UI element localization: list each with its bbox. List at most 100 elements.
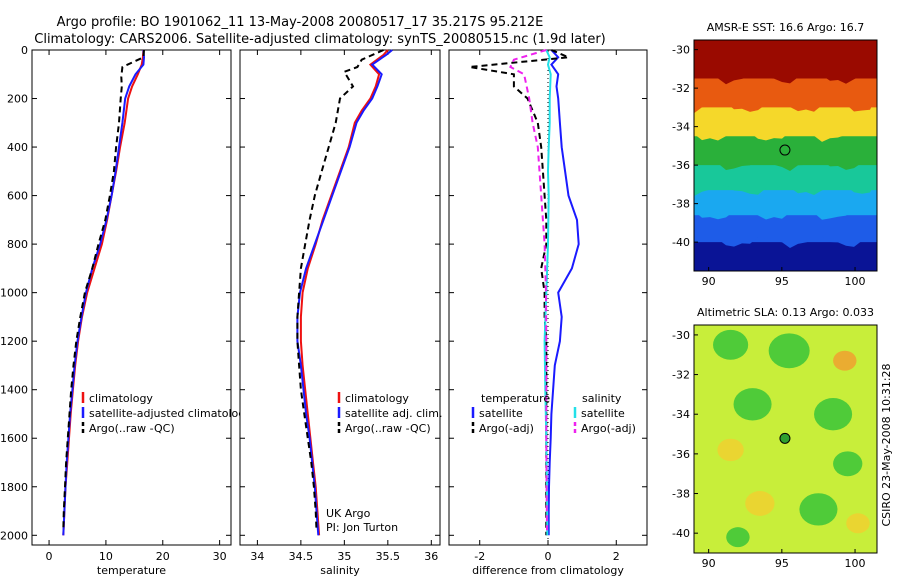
sla-patch <box>768 333 810 369</box>
figure-title-line2: Climatology: CARS2006. Satellite-adjuste… <box>34 32 606 47</box>
legend-entry-temp-satellite: satellite <box>479 407 523 420</box>
y-tick-label: 0 <box>21 44 28 57</box>
x-axis-label: difference from climatology <box>472 564 624 577</box>
axes-frame <box>239 49 441 546</box>
series-line <box>469 49 569 536</box>
map-x-tick-label: 95 <box>775 275 789 288</box>
map-y-tick-label: -30 <box>672 329 690 342</box>
x-axis-label: salinity <box>320 564 360 577</box>
temperature-legend: climatology satellite-adjusted climatolog… <box>81 392 252 435</box>
x-tick-label: 30 <box>213 550 227 563</box>
map-frame <box>693 39 878 272</box>
series-line <box>543 49 552 536</box>
legend-entry-satellite: satellite-adjusted climatology <box>89 407 252 420</box>
sla-patch <box>846 513 870 534</box>
y-tick-label: 2000 <box>0 529 28 542</box>
sst-band-edge <box>694 203 877 220</box>
sla-patch <box>745 490 775 516</box>
y-tick-label: 800 <box>7 238 28 251</box>
x-tick-label: 34 <box>250 550 264 563</box>
y-tick-label: 1800 <box>0 481 28 494</box>
x-tick-label: 0 <box>545 550 552 563</box>
legend-entry-argo: Argo(..raw -QC) <box>345 422 431 435</box>
side-timestamp-label: CSIRO 23-May-2008 10:31:28 <box>880 363 893 526</box>
map-x-tick-label: 100 <box>845 275 866 288</box>
x-axis-label: temperature <box>97 564 166 577</box>
map-y-tick-label: -38 <box>672 198 690 211</box>
sla-patch <box>733 388 772 421</box>
series-line <box>296 49 384 531</box>
x-tick-label: 34.5 <box>289 550 314 563</box>
sst-band-edge <box>694 66 877 85</box>
annotation-pi-name: PI: Jon Turton <box>326 521 398 534</box>
legend-entry-argo: Argo(..raw -QC) <box>89 422 175 435</box>
series-line <box>509 49 548 531</box>
sla-patch <box>799 493 838 526</box>
sst-band <box>694 242 877 271</box>
map-x-tick-label: 100 <box>845 557 866 570</box>
map-x-tick-label: 90 <box>702 275 716 288</box>
series-line <box>62 49 145 531</box>
legend-entry-temp-argo: Argo(-adj) <box>479 422 534 435</box>
y-tick-label: 1000 <box>0 287 28 300</box>
map-y-tick-label: -36 <box>672 448 690 461</box>
sst-band-edge <box>694 95 877 114</box>
y-tick-label: 600 <box>7 190 28 203</box>
x-tick-label: 20 <box>156 550 170 563</box>
sla-patch <box>726 527 750 548</box>
legend-entry-satellite: satellite adj. clim. <box>345 407 442 420</box>
y-tick-label: 400 <box>7 141 28 154</box>
legend-entry-sal-argo: Argo(-adj) <box>581 422 636 435</box>
legend-entry-sal-satellite: satellite <box>581 407 625 420</box>
map-title: Altimetric SLA: 0.13 Argo: 0.033 <box>697 306 874 319</box>
sst-band-edge <box>694 230 877 248</box>
legend-group-title-salinity: salinity <box>582 392 622 405</box>
salinity-profile-panel: 34 34.5 35 35.5 36 salinity climatology satelli… <box>239 49 442 577</box>
sla-patch <box>717 438 744 462</box>
map-y-tick-label: -30 <box>672 44 690 57</box>
x-tick-label: -2 <box>474 550 485 563</box>
argo-location-marker <box>779 144 791 156</box>
x-tick-label: 0 <box>46 550 53 563</box>
map-y-tick-label: -34 <box>672 408 690 421</box>
axes-frame <box>31 49 232 546</box>
map-y-tick-label: -32 <box>672 82 690 95</box>
sst-band-edge <box>694 124 877 142</box>
amsr-e-sst-map-panel: 90 95 100 -30 -32 -34 -36 -38 -40 AMSR-E SST: 16.… <box>672 21 878 288</box>
map-frame <box>693 324 878 554</box>
sst-band-edge <box>694 153 877 171</box>
plot-area: 0 10 20 30020040060080010001200140016001800… <box>0 21 878 577</box>
sst-band-edge <box>694 178 877 197</box>
x-tick-label: 35 <box>337 550 351 563</box>
difference-legend: temperature satellite Argo(-adj) salinity sa… <box>471 392 636 435</box>
x-tick-label: 10 <box>99 550 113 563</box>
legend-entry-climatology: climatology <box>345 392 409 405</box>
y-tick-label: 1400 <box>0 384 28 397</box>
series-line <box>296 49 393 536</box>
map-x-tick-label: 90 <box>702 557 716 570</box>
x-tick-label: 35.5 <box>376 550 401 563</box>
map-y-tick-label: -38 <box>672 488 690 501</box>
map-title: AMSR-E SST: 16.6 Argo: 16.7 <box>707 21 865 34</box>
temperature-profile-panel: 0 10 20 30 0 200 400 600 800 1000 1200 1400 1600 1800… <box>0 44 252 577</box>
legend-group-title-temperature: temperature <box>481 392 550 405</box>
map-y-tick-label: -32 <box>672 369 690 382</box>
altimetric-sla-map-panel: 90 95 100 -30 -32 -34 -36 -38 -40 Altimetric SLA:… <box>672 306 878 570</box>
map-y-tick-label: -36 <box>672 159 690 172</box>
sla-patch <box>833 451 863 477</box>
legend-entry-climatology: climatology <box>89 392 153 405</box>
y-tick-label: 1600 <box>0 432 28 445</box>
map-y-tick-label: -34 <box>672 121 690 134</box>
sla-patch <box>833 350 857 371</box>
figure-title-line1: Argo profile: BO 1901062_11 13-May-2008 … <box>57 15 544 30</box>
map-y-tick-label: -40 <box>672 236 690 249</box>
series-line <box>547 49 580 536</box>
map-y-tick-label: -40 <box>672 527 690 540</box>
y-tick-label: 1200 <box>0 335 28 348</box>
map-x-tick-label: 95 <box>775 557 789 570</box>
x-tick-label: 36 <box>424 550 438 563</box>
annotation-uk-argo: UK Argo <box>326 507 371 520</box>
sla-patch <box>713 329 749 360</box>
